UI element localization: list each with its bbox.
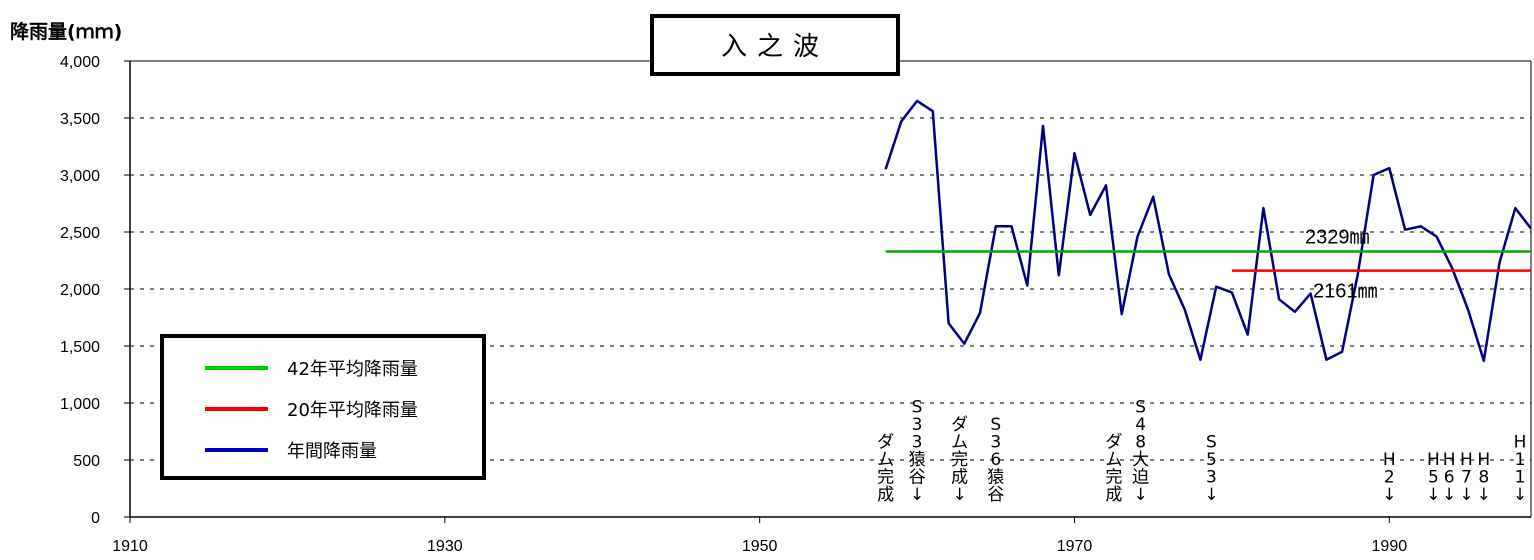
annotation-arrow: ↓: [1204, 485, 1218, 505]
annotation-char: 5: [1428, 468, 1439, 488]
legend-label: 42年平均降雨量: [287, 359, 418, 380]
annotation-char: ム: [877, 450, 894, 470]
annotation-char: H: [1477, 450, 1490, 470]
annotation: H5↓: [1426, 450, 1440, 505]
legend-label: 20年平均降雨量: [287, 400, 418, 421]
annotation-char: 完: [1105, 468, 1122, 488]
event-annotations: ダム完成S33猿谷↓ダム完成↓S36猿谷ダム完成S48大迫↓S53↓H2↓H5↓…: [877, 398, 1527, 506]
annotation: H6↓: [1442, 450, 1456, 505]
annotation-arrow: ↓: [1426, 485, 1440, 505]
annotation-char: 8: [1478, 468, 1489, 488]
y-tick-label: 1,500: [60, 339, 100, 356]
annotation-char: 迫: [1132, 468, 1149, 488]
y-tick-label: 4,000: [60, 54, 100, 71]
x-tick-label: 1910: [112, 538, 148, 555]
annotation-char: 猿: [987, 468, 1004, 488]
annotation-char: 完: [877, 468, 894, 488]
annotation-char: 猿: [909, 450, 926, 470]
annotation-char: 2: [1384, 468, 1395, 488]
annotation-char: ム: [1105, 450, 1122, 470]
annotation-char: H: [1443, 450, 1456, 470]
annotation: H2↓: [1382, 450, 1396, 505]
annotation-char: 8: [1135, 433, 1146, 453]
annotation-char: S: [912, 398, 923, 418]
annotation-char: H: [1383, 450, 1396, 470]
legend-label: 年間降雨量: [287, 441, 377, 462]
annotation-arrow: ↓: [1382, 485, 1396, 505]
annotation-char: 1: [1515, 450, 1526, 470]
y-tick-label: 3,000: [60, 168, 100, 185]
annotation-char: 成: [951, 468, 968, 488]
annotation-char: 谷: [987, 485, 1004, 505]
average-label-42y: 2329㎜: [1305, 226, 1370, 248]
chart-title-box: 入之波: [650, 14, 900, 76]
annotation-char: 完: [951, 450, 968, 470]
annotation-char: H: [1514, 433, 1527, 453]
annotation-char: ダ: [877, 433, 894, 453]
y-tick-label: 1,000: [60, 396, 100, 413]
chart-title: 入之波: [721, 32, 829, 62]
y-tick-label: 2,500: [60, 225, 100, 242]
annotation-arrow: ↓: [1477, 485, 1491, 505]
y-tick-label: 500: [73, 453, 100, 470]
annotation-char: 4: [1135, 415, 1146, 435]
annotation-char: 成: [1105, 485, 1122, 505]
annotation-char: H: [1460, 450, 1473, 470]
series-lines: [884, 99, 1532, 363]
annotation-char: 大: [1132, 450, 1149, 470]
x-tick-label: 1990: [1372, 538, 1408, 555]
annotation-char: 7: [1461, 468, 1472, 488]
annotation-char: 3: [990, 433, 1001, 453]
y-tick-labels: 0 500 1,000 1,500 2,000 2,500 3,000 3,500 4,000: [60, 54, 100, 527]
y-tick-label: 3,500: [60, 111, 100, 128]
annotation-char: S: [990, 415, 1001, 435]
annotation-char: ダ: [951, 415, 968, 435]
x-tick-label: 1950: [742, 538, 778, 555]
annotation: H11↓: [1513, 433, 1527, 506]
annotation: H8↓: [1477, 450, 1491, 505]
annotation-char: 成: [877, 485, 894, 505]
annotation-char: 1: [1515, 468, 1526, 488]
x-tick-label: 1930: [427, 538, 463, 555]
annotation-arrow: ↓: [1459, 485, 1473, 505]
annotation-char: 6: [990, 450, 1001, 470]
y-tick-label: 0: [91, 510, 100, 527]
annotation: H7↓: [1459, 450, 1473, 505]
axes: [129, 61, 1532, 523]
annotation-char: S: [1135, 398, 1146, 418]
annotation-arrow: ↓: [1442, 485, 1456, 505]
annotation-arrow: ↓: [1513, 485, 1527, 505]
annotation-char: 谷: [909, 468, 926, 488]
y-axis-label: 降雨量(ｍｍ): [10, 20, 122, 43]
annotation-char: 3: [1206, 468, 1217, 488]
annotation-arrow: ↓: [952, 485, 966, 505]
annotation-char: ム: [951, 433, 968, 453]
series-line-0: [884, 99, 1532, 363]
annotation-char: S: [1206, 433, 1217, 453]
annotation-char: H: [1427, 450, 1440, 470]
annotation-arrow: ↓: [910, 485, 924, 505]
annotation-char: ダ: [1105, 433, 1122, 453]
annotation-arrow: ↓: [1133, 485, 1147, 505]
y-tick-label: 2,000: [60, 282, 100, 299]
annotation-char: 3: [912, 433, 923, 453]
annotation-char: 6: [1444, 468, 1455, 488]
average-label-20y: 2161㎜: [1313, 281, 1378, 303]
annotation-char: 3: [912, 415, 923, 435]
average-labels: 2329㎜ 2161㎜: [1305, 226, 1378, 302]
x-tick-label: 1970: [1057, 538, 1093, 555]
x-tick-labels: 1910 1930 1950 1970 1990: [112, 538, 1407, 555]
annotation-char: 5: [1206, 450, 1217, 470]
annotation: S53↓: [1204, 433, 1218, 506]
